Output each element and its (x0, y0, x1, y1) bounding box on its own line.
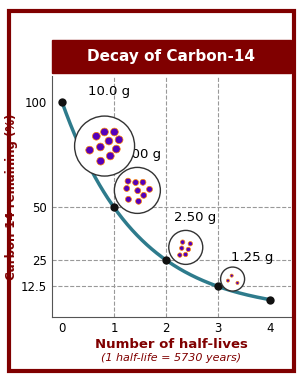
Text: 5.00 g: 5.00 g (119, 148, 161, 161)
Text: Decay of Carbon-14: Decay of Carbon-14 (87, 49, 255, 64)
Text: 10.0 g: 10.0 g (88, 84, 130, 97)
Text: 2.50 g: 2.50 g (174, 211, 216, 224)
Text: (1 half-life = 5730 years): (1 half-life = 5730 years) (101, 353, 241, 363)
Text: 1.25 g: 1.25 g (231, 251, 273, 264)
Y-axis label: Carbon-14 remaining (%): Carbon-14 remaining (%) (5, 113, 18, 280)
X-axis label: Number of half-lives: Number of half-lives (95, 338, 248, 351)
